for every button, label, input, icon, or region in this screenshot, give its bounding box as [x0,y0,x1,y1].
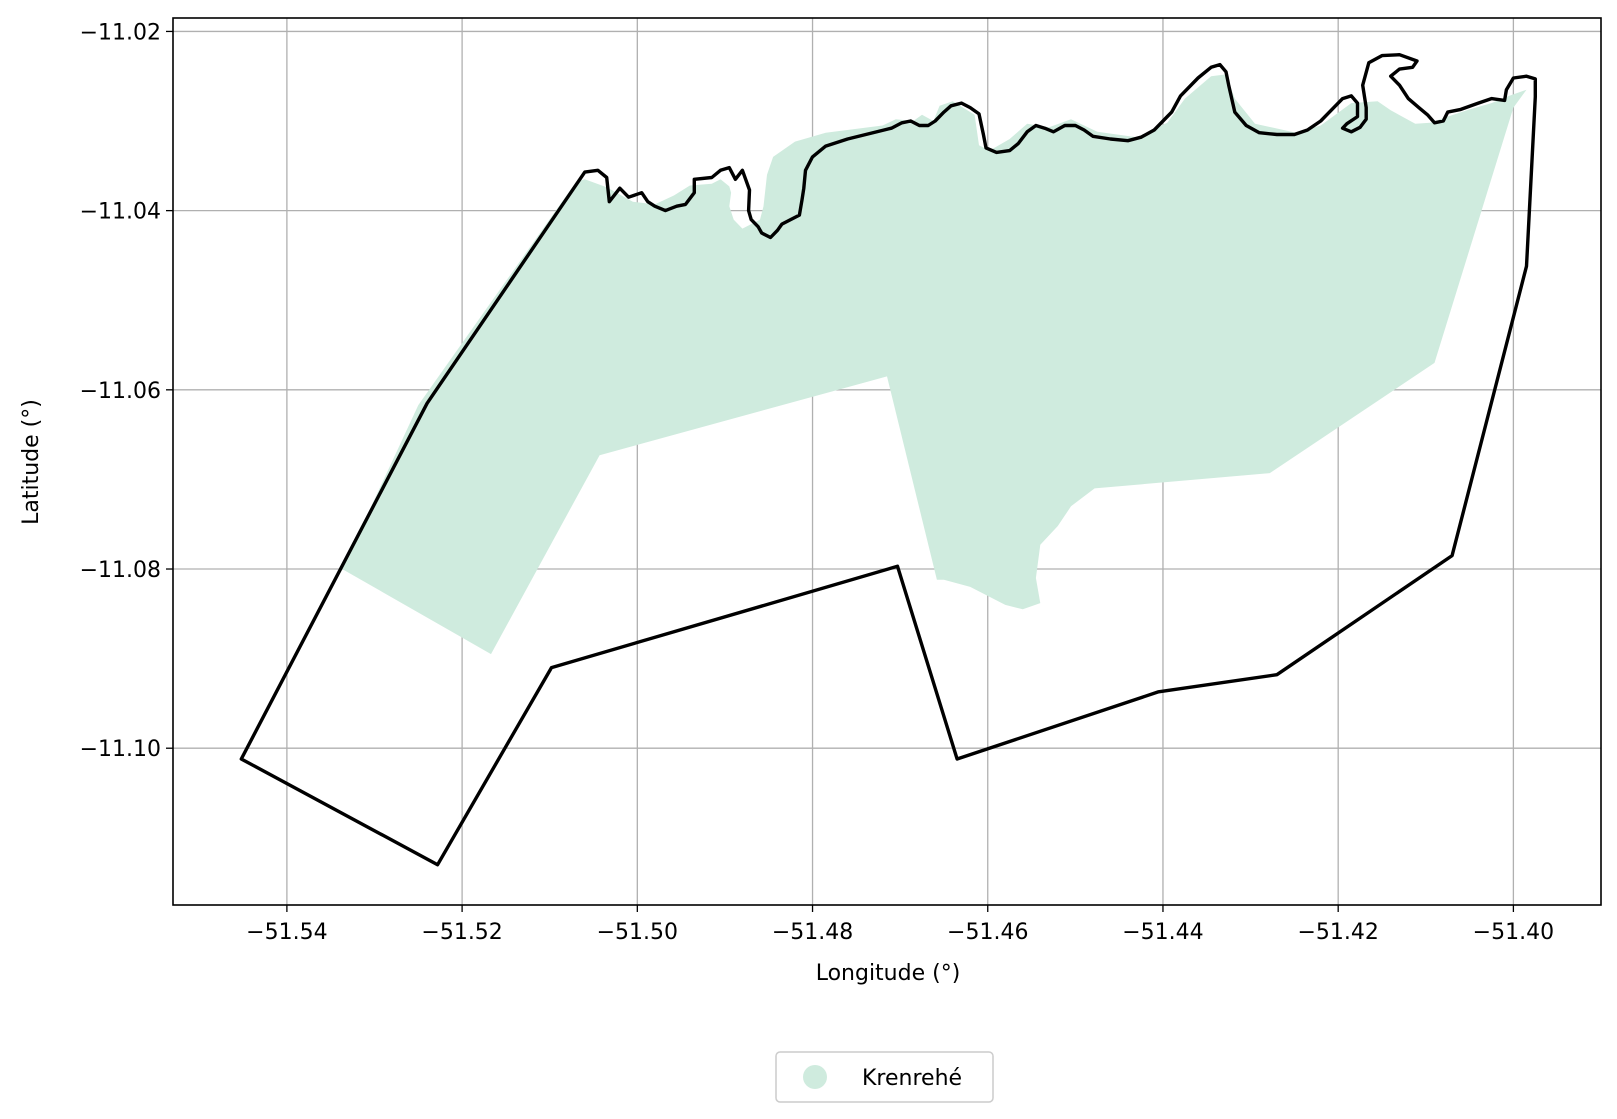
y-tick-label: −11.02 [80,20,161,45]
x-tick-label: −51.52 [421,920,502,945]
y-axis-label: Latitude (°) [19,399,44,525]
x-tick-label: −51.44 [1122,920,1203,945]
x-tick-label: −51.46 [947,920,1028,945]
y-axis: −11.10 −11.08 −11.06 −11.04 −11.02 [80,20,173,762]
x-tick-label: −51.54 [246,920,327,945]
axes-frame [172,17,1602,906]
x-axis-label: Longitude (°) [816,961,961,986]
y-tick-label: −11.10 [80,737,161,762]
area-layer [342,74,1527,655]
x-tick-label: −51.50 [597,920,678,945]
legend: Krenrehé [775,1051,994,1103]
krenrehe-area [342,74,1527,655]
x-tick-label: −51.42 [1297,920,1378,945]
boundary-outline [239,53,1538,867]
boundary-layer [239,53,1538,867]
y-tick-label: −11.06 [80,379,161,404]
y-tick-label: −11.04 [80,200,161,225]
legend-label: Krenrehé [862,1066,962,1091]
legend-frame [775,1051,994,1103]
x-tick-label: −51.40 [1473,920,1554,945]
x-axis: −51.54 −51.52 −51.50 −51.48 −51.46 −51.44 −51.… [246,905,1554,945]
x-tick-label: −51.48 [772,920,853,945]
y-tick-label: −11.08 [80,558,161,583]
legend-swatch [803,1065,827,1089]
